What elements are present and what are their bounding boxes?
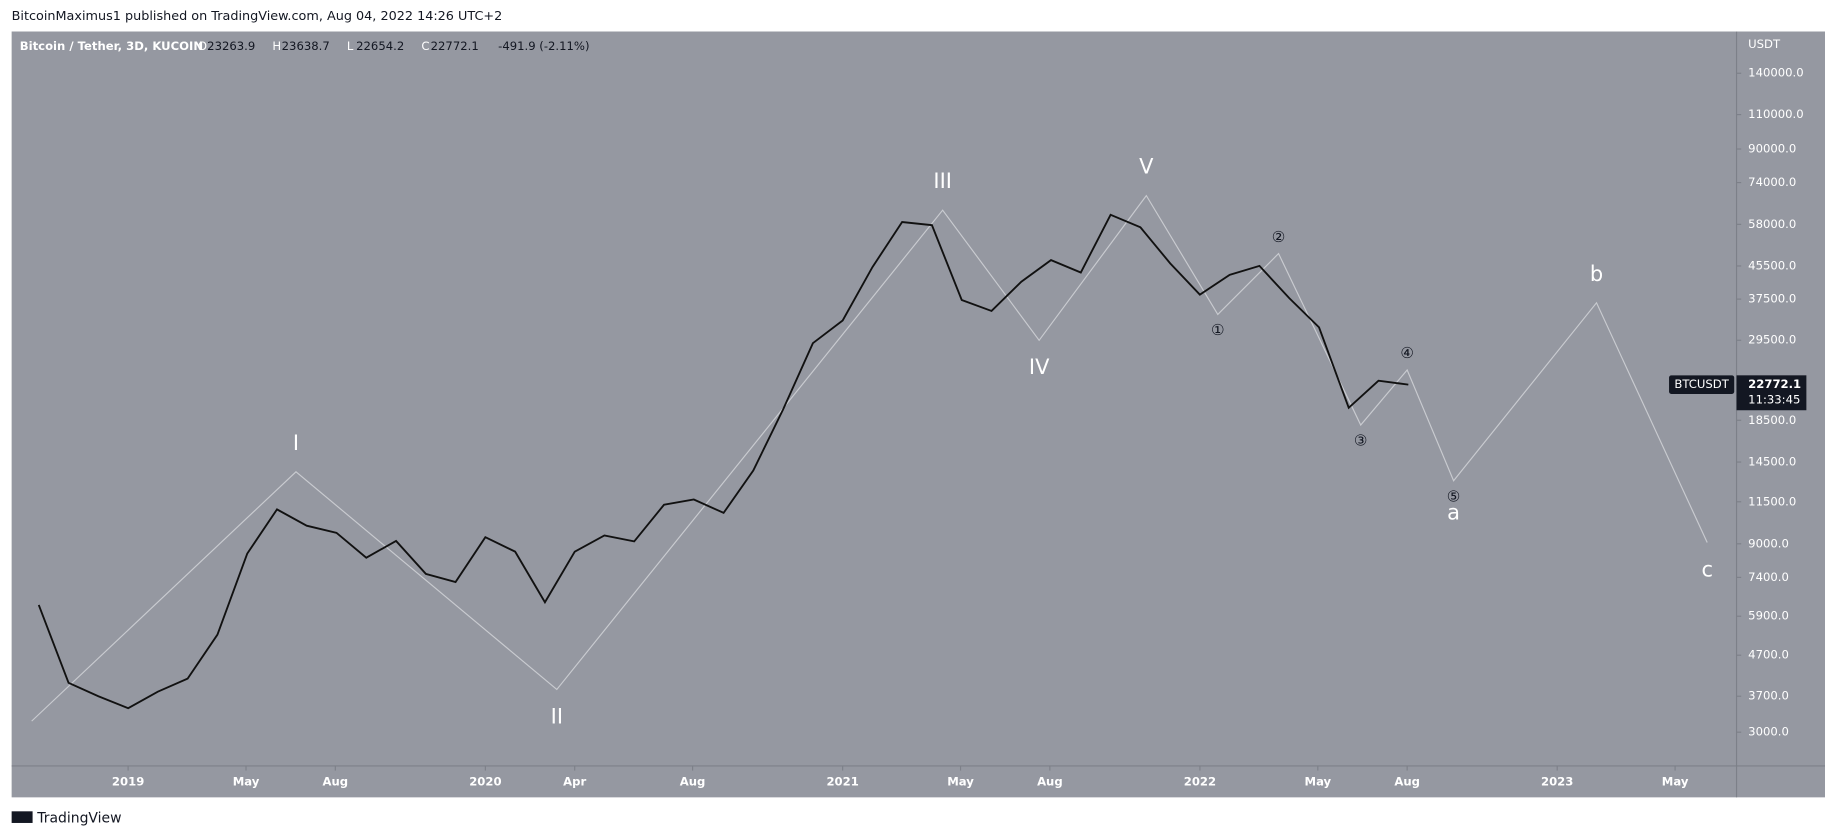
wave-label: II (551, 704, 563, 728)
x-tick-label: May (1662, 775, 1689, 789)
ohlc-value: 22772.1 (431, 39, 479, 53)
countdown: 11:33:45 (1748, 392, 1800, 406)
x-tick-label: Aug (680, 775, 706, 789)
y-tick-label: 9000.0 (1748, 536, 1789, 550)
symbol-tag (1669, 375, 1735, 394)
price-line (37, 213, 1409, 710)
x-tick-label: 2022 (1184, 775, 1216, 789)
y-tick-label: 14500.0 (1748, 455, 1796, 469)
ohlc-value: 23638.7 (282, 39, 330, 53)
wave-label: ⑤ (1447, 488, 1461, 506)
x-tick-label: Apr (563, 775, 586, 789)
y-tick-label: 11500.0 (1748, 494, 1796, 508)
wave-label: III (933, 169, 952, 193)
y-tick-label: 4700.0 (1748, 648, 1789, 662)
wave-label: ① (1211, 321, 1225, 339)
y-tick-label: 45500.0 (1748, 258, 1796, 272)
x-tick-label: 2019 (112, 775, 144, 789)
ohlc-key: C (421, 39, 429, 53)
last-price: 22772.1 (1748, 377, 1801, 391)
ohlc-value: 22654.2 (356, 39, 404, 53)
ohlc-key: L (347, 39, 354, 53)
y-tick-label: 7400.0 (1748, 570, 1789, 584)
x-tick-label: Aug (323, 775, 349, 789)
y-tick-label: 18500.0 (1748, 413, 1796, 427)
wave-label: b (1590, 262, 1603, 286)
y-tick-label: 90000.0 (1748, 142, 1796, 156)
x-tick-label: May (233, 775, 260, 789)
wave-label: V (1139, 155, 1154, 179)
x-tick-label: 2023 (1541, 775, 1573, 789)
symbol: BTCUSDT (1674, 377, 1729, 391)
wave-label: ④ (1400, 344, 1414, 362)
y-tick-label: 140000.0 (1748, 66, 1803, 80)
y-tick-label: 37500.0 (1748, 292, 1796, 306)
ohlc-key: H (272, 39, 281, 53)
y-tick-label: 5900.0 (1748, 609, 1789, 623)
y-tick-label: 29500.0 (1748, 333, 1796, 347)
y-tick-label: 74000.0 (1748, 175, 1796, 189)
y-tick-label: 3000.0 (1748, 725, 1789, 739)
footer: TradingView (36, 810, 121, 826)
wave-label: c (1701, 557, 1713, 581)
price-tag (1736, 375, 1807, 411)
ohlc-key: O (198, 39, 207, 53)
logo-icon (11, 811, 33, 823)
header: BitcoinMaximus1 published on TradingView… (12, 9, 503, 24)
chart-bg (11, 31, 1825, 798)
wave-line (31, 194, 1708, 722)
y-tick-label: 58000.0 (1748, 217, 1796, 231)
ohlc-value: 23263.9 (207, 39, 255, 53)
x-tick-label: 2020 (469, 775, 501, 789)
currency: USDT (1748, 37, 1781, 51)
x-tick-label: May (1305, 775, 1332, 789)
x-tick-label: Aug (1394, 775, 1420, 789)
chart-title: Bitcoin / Tether, 3D, KUCOIN (20, 39, 203, 53)
y-tick-label: 110000.0 (1748, 107, 1803, 121)
x-tick-label: 2021 (826, 775, 858, 789)
wave-label: I (293, 431, 299, 455)
change: -491.9 (-2.11%) (498, 39, 589, 53)
wave-label: ② (1272, 228, 1286, 246)
wave-label: ③ (1354, 432, 1368, 450)
logo (11, 811, 33, 823)
wave-label: IV (1029, 355, 1050, 379)
y-tick-label: 3700.0 (1748, 689, 1789, 703)
x-tick-label: May (947, 775, 974, 789)
x-tick-label: Aug (1037, 775, 1063, 789)
annotation: a (1447, 500, 1460, 524)
